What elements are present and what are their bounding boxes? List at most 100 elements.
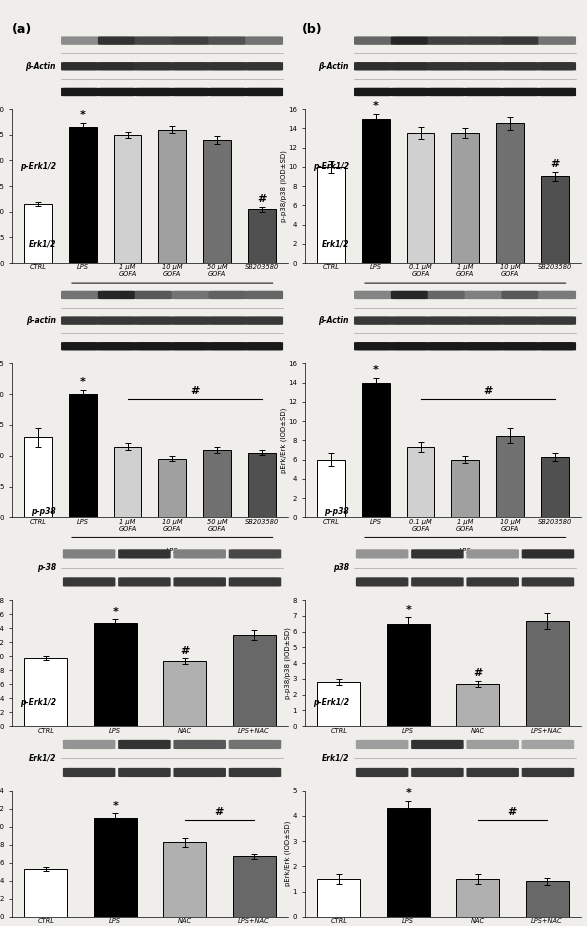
Text: *: * [80,377,86,387]
FancyBboxPatch shape [98,62,136,70]
FancyBboxPatch shape [245,36,283,44]
Bar [158,459,186,518]
Text: p-Erk1/2: p-Erk1/2 [313,698,349,707]
Bar [158,130,186,263]
FancyBboxPatch shape [467,549,519,558]
Y-axis label: pErk/Erk (IOD±SD): pErk/Erk (IOD±SD) [280,407,286,473]
Bar [451,133,479,263]
FancyBboxPatch shape [428,317,465,325]
Text: *: * [80,110,86,120]
FancyBboxPatch shape [98,291,136,299]
FancyBboxPatch shape [173,768,226,777]
Bar [318,682,360,726]
Bar [24,437,52,518]
FancyBboxPatch shape [354,88,392,96]
Text: β-Actin: β-Actin [26,62,56,70]
Text: *: * [405,605,411,615]
Text: #: # [473,668,483,678]
Text: β-actin: β-actin [26,316,56,325]
Text: (b): (b) [302,23,323,36]
FancyBboxPatch shape [428,88,465,96]
FancyBboxPatch shape [411,577,464,586]
Bar [203,140,231,263]
FancyBboxPatch shape [63,577,116,586]
FancyBboxPatch shape [391,342,429,351]
FancyBboxPatch shape [245,291,283,299]
Bar [525,882,569,917]
FancyBboxPatch shape [61,62,99,70]
FancyBboxPatch shape [135,88,173,96]
FancyBboxPatch shape [171,36,210,44]
Bar [496,123,524,263]
FancyBboxPatch shape [464,317,502,325]
FancyBboxPatch shape [538,62,576,70]
Text: β-Actin: β-Actin [319,62,349,70]
Bar [496,435,524,518]
FancyBboxPatch shape [356,549,409,558]
FancyBboxPatch shape [63,768,116,777]
Text: #: # [190,386,200,395]
Text: p-Erk1/2: p-Erk1/2 [20,162,56,171]
FancyBboxPatch shape [464,291,502,299]
FancyBboxPatch shape [63,740,116,749]
Bar [248,453,275,518]
FancyBboxPatch shape [501,62,539,70]
Bar [318,879,360,917]
FancyBboxPatch shape [501,317,539,325]
Bar [114,134,141,263]
FancyBboxPatch shape [391,317,429,325]
FancyBboxPatch shape [171,317,210,325]
FancyBboxPatch shape [98,317,136,325]
Text: *: * [373,365,379,375]
Bar [525,620,569,726]
Bar [203,450,231,518]
Text: #: # [215,807,224,817]
Text: (a): (a) [12,23,32,36]
FancyBboxPatch shape [173,577,226,586]
FancyBboxPatch shape [467,740,519,749]
FancyBboxPatch shape [245,88,283,96]
Bar [163,842,206,917]
Bar [362,382,390,518]
FancyBboxPatch shape [171,88,210,96]
Text: β-Actin: β-Actin [319,316,349,325]
FancyBboxPatch shape [61,317,99,325]
FancyBboxPatch shape [391,88,429,96]
FancyBboxPatch shape [135,62,173,70]
FancyBboxPatch shape [61,291,99,299]
FancyBboxPatch shape [173,549,226,558]
FancyBboxPatch shape [171,342,210,351]
Text: p-p38: p-p38 [325,507,349,517]
FancyBboxPatch shape [354,291,392,299]
FancyBboxPatch shape [522,577,574,586]
Text: p-38: p-38 [37,563,56,572]
FancyBboxPatch shape [522,549,574,558]
FancyBboxPatch shape [171,62,210,70]
FancyBboxPatch shape [501,88,539,96]
FancyBboxPatch shape [98,36,136,44]
FancyBboxPatch shape [411,768,464,777]
FancyBboxPatch shape [354,342,392,351]
FancyBboxPatch shape [391,36,429,44]
FancyBboxPatch shape [356,740,409,749]
FancyBboxPatch shape [135,36,173,44]
Text: #: # [550,158,559,169]
Text: LPS: LPS [166,548,178,554]
Bar [232,635,275,726]
FancyBboxPatch shape [229,768,281,777]
FancyBboxPatch shape [356,577,409,586]
FancyBboxPatch shape [135,291,173,299]
Text: p-Erk1/2: p-Erk1/2 [313,162,349,171]
FancyBboxPatch shape [98,342,136,351]
Text: #: # [508,807,517,817]
Bar [541,457,569,518]
FancyBboxPatch shape [538,291,576,299]
Bar [318,459,345,518]
FancyBboxPatch shape [208,88,246,96]
FancyBboxPatch shape [98,88,136,96]
Text: *: * [373,101,379,111]
FancyBboxPatch shape [61,88,99,96]
Bar [163,661,206,726]
FancyBboxPatch shape [538,88,576,96]
FancyBboxPatch shape [354,317,392,325]
